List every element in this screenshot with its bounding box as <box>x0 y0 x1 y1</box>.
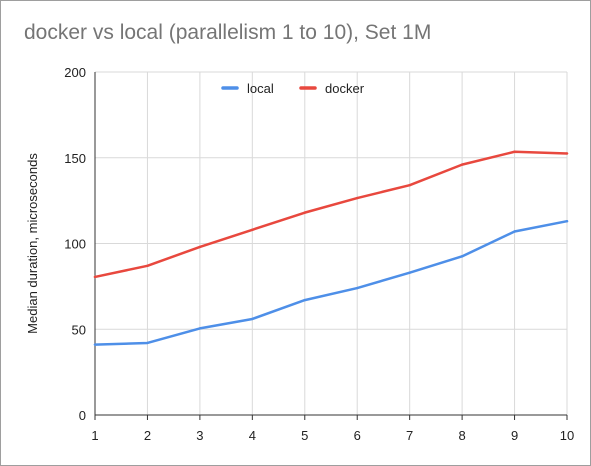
series-line-local <box>93 219 569 346</box>
series-line-docker <box>93 150 569 279</box>
data-point-local <box>146 341 149 345</box>
data-point-local <box>198 327 202 330</box>
data-point-docker <box>513 150 516 153</box>
data-point-docker <box>303 211 306 214</box>
legend-label-docker: docker <box>325 81 365 96</box>
data-point-local <box>356 286 359 290</box>
data-point-local <box>251 317 254 321</box>
x-tick-label: 3 <box>196 428 203 443</box>
data-point-local <box>565 220 569 223</box>
x-tick-label: 4 <box>249 428 256 443</box>
x-tick-label: 9 <box>511 428 518 443</box>
data-point-docker <box>460 163 464 166</box>
x-tick-label: 10 <box>560 428 574 443</box>
chart-title: docker vs local (parallelism 1 to 10), S… <box>24 21 432 44</box>
y-tick-label: 100 <box>64 237 86 252</box>
y-axis-title: Median duration, microseconds <box>25 153 40 334</box>
x-tick-label: 6 <box>354 428 361 443</box>
data-point-docker <box>356 196 359 200</box>
data-point-local <box>408 271 411 274</box>
x-tick-label: 1 <box>91 428 98 443</box>
y-tick-label: 200 <box>64 65 86 80</box>
x-tick-label: 2 <box>144 428 151 443</box>
legend-label-local: local <box>247 81 274 96</box>
data-point-docker <box>198 245 202 249</box>
data-point-local <box>93 343 97 346</box>
x-tick-label: 8 <box>458 428 465 443</box>
data-point-docker <box>408 183 411 187</box>
data-point-local <box>460 255 464 258</box>
x-tick-label: 7 <box>406 428 413 443</box>
y-tick-label: 0 <box>79 408 86 423</box>
data-point-docker <box>146 264 149 267</box>
y-tick-label: 150 <box>64 151 86 166</box>
x-tick-label: 5 <box>301 428 308 443</box>
y-tick-label: 50 <box>72 322 86 337</box>
data-point-docker <box>93 275 97 279</box>
data-point-docker <box>251 228 254 231</box>
data-point-local <box>513 230 516 233</box>
data-point-docker <box>565 152 569 155</box>
data-point-local <box>303 298 306 302</box>
